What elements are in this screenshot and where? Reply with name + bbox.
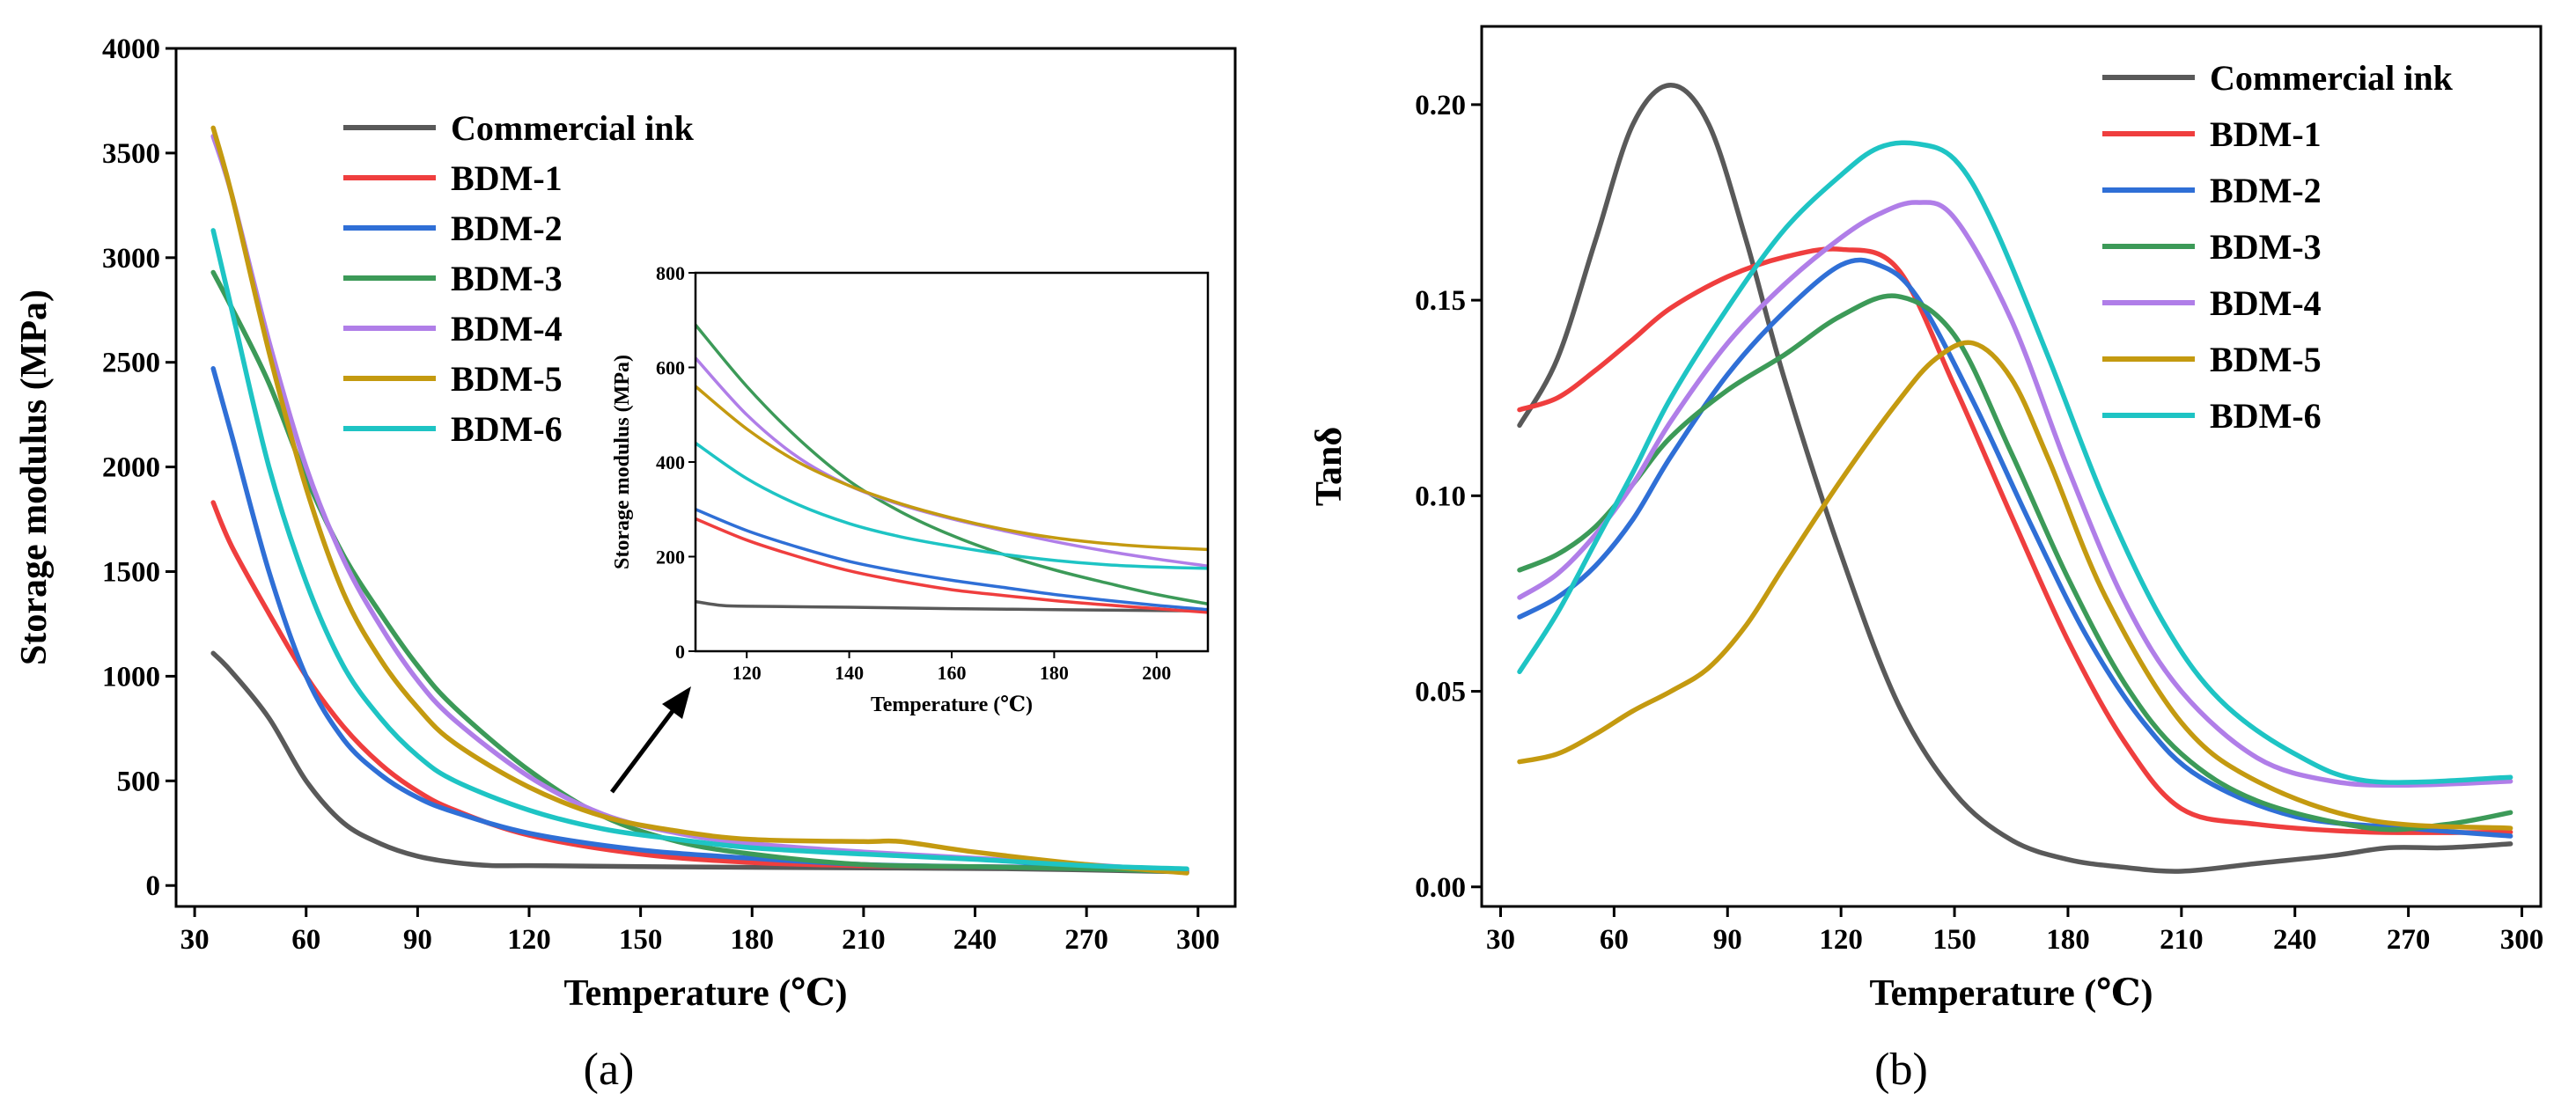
legend-label: BDM-6 — [2210, 396, 2322, 436]
x-tick-label: 60 — [291, 924, 320, 956]
x-tick-label: 240 — [2273, 924, 2317, 956]
y-tick-label: 0.10 — [1415, 480, 1466, 512]
y-tick-label: 4000 — [102, 33, 160, 65]
inset-background — [696, 273, 1208, 651]
x-axis-title: Temperature (℃) — [1869, 973, 2153, 1014]
y-tick-label: 0.05 — [1415, 677, 1466, 708]
series-line-bdm-6 — [1517, 140, 2513, 785]
x-tick-label: 180 — [2046, 924, 2090, 956]
inset-y-tick-label: 600 — [656, 357, 685, 379]
legend: Commercial ink BDM-1 BDM-2 BDM-3 BDM-4 BDM-5 B… — [343, 108, 695, 449]
series-line-bdm-1 — [1517, 246, 2513, 835]
inset-y-tick-label: 0 — [675, 641, 685, 663]
y-tick-label: 500 — [117, 766, 161, 797]
inset-y-tick-label: 800 — [656, 262, 685, 284]
series-line-bdm-4 — [1517, 200, 2513, 788]
y-tick-label: 1000 — [102, 661, 160, 693]
inset-arrow-shaft — [610, 702, 680, 794]
y-tick-label: 3000 — [102, 243, 160, 275]
inset-chart: 120 140 160 180 200 0 200 400 600 800 Temperature … — [611, 262, 1210, 716]
y-tick-label: 1500 — [102, 557, 160, 589]
x-tick-label: 300 — [2500, 924, 2544, 956]
inset-line-bdm-1 — [695, 517, 1209, 614]
series-line-bdm-3 — [1517, 293, 2513, 833]
y-tick-label: 3500 — [102, 138, 160, 170]
series-line-commercial-ink — [1517, 82, 2513, 874]
inset-y-tick-label: 400 — [656, 451, 685, 473]
y-axis-title: Storage modulus (MPa) — [14, 290, 55, 665]
x-tick-label: 270 — [1064, 924, 1108, 956]
x-tick-label: 30 — [1486, 924, 1515, 956]
y-axis: 0 500 1000 1500 2000 2500 3000 3500 4000 — [102, 33, 176, 902]
legend-label: BDM-6 — [451, 409, 563, 449]
chart-b: 30 60 90 120 150 180 210 240 270 3000.000.050.100… — [1309, 25, 2543, 1095]
inset-y-tick-label: 200 — [656, 546, 685, 569]
legend-label: BDM-4 — [2210, 283, 2322, 323]
legend-label: BDM-3 — [451, 259, 563, 298]
series-line-bdm-5 — [1517, 340, 2513, 831]
x-tick-label: 90 — [403, 924, 432, 956]
inset-arrow-head — [662, 686, 691, 719]
inset-x-tick-label: 140 — [835, 662, 864, 684]
x-tick-label: 60 — [1600, 924, 1629, 956]
series-line-bdm-5 — [210, 125, 1189, 876]
x-axis-title: Temperature (℃) — [563, 973, 847, 1014]
legend-label: BDM-1 — [451, 158, 563, 198]
y-tick-label: 0.20 — [1415, 90, 1466, 121]
x-tick-label: 90 — [1713, 924, 1742, 956]
y-tick-label: 2500 — [102, 348, 160, 379]
inset-x-axis-title: Temperature (℃) — [871, 693, 1033, 716]
chart-a: 30 60 90 120 150 180 210 240 270 3000500100015002… — [14, 33, 1237, 1095]
legend-label: BDM-2 — [451, 209, 563, 248]
inset-line-bdm-2 — [695, 508, 1209, 612]
legend-label: BDM-3 — [2210, 227, 2322, 267]
inset-x-tick-label: 180 — [1040, 662, 1069, 684]
x-tick-label: 300 — [1176, 924, 1220, 956]
inset-line-bdm-6 — [695, 442, 1209, 570]
x-tick-label: 120 — [507, 924, 551, 956]
inset-x-tick-label: 160 — [938, 662, 967, 684]
inset-y-axis-title: Storage modulus (MPa) — [611, 355, 634, 569]
x-tick-label: 210 — [2160, 924, 2204, 956]
x-tick-label: 240 — [953, 924, 997, 956]
plot-frame — [174, 47, 1237, 908]
series-lines — [210, 125, 1189, 876]
series-lines — [1517, 82, 2513, 874]
inset-line-commercial-ink — [695, 599, 1209, 613]
series-line-bdm-6 — [210, 228, 1189, 871]
inset-x-tick-label: 120 — [732, 662, 762, 684]
x-tick-label: 150 — [619, 924, 663, 956]
legend-label: Commercial ink — [2210, 58, 2454, 98]
inset-x-tick-label: 200 — [1142, 662, 1171, 684]
x-tick-label: 150 — [1932, 924, 1976, 956]
x-axis: 30 60 90 120 150 180 210 240 270 300 — [1486, 906, 2543, 956]
y-axis: 0.00 0.05 0.10 0.15 0.20 — [1415, 90, 1482, 904]
legend-label: BDM-5 — [451, 359, 563, 399]
x-tick-label: 180 — [731, 924, 775, 956]
series-line-bdm-2 — [1517, 257, 2513, 839]
x-tick-label: 30 — [180, 924, 210, 956]
y-tick-label: 2000 — [102, 452, 160, 484]
panel-caption: (b) — [1874, 1045, 1928, 1095]
y-tick-label: 0.15 — [1415, 285, 1466, 317]
legend-label: BDM-2 — [2210, 171, 2322, 210]
panel-caption: (a) — [584, 1045, 635, 1095]
legend-label: Commercial ink — [451, 108, 695, 148]
y-tick-label: 0.00 — [1415, 872, 1466, 904]
inset-line-bdm-3 — [694, 323, 1209, 606]
inset-line-bdm-5 — [694, 385, 1209, 552]
x-tick-label: 120 — [1819, 924, 1863, 956]
inset-arrow — [610, 686, 691, 794]
x-tick-label: 270 — [2387, 924, 2431, 956]
plot-frame — [1480, 25, 2543, 908]
x-axis: 30 60 90 120 150 180 210 240 270 300 — [180, 906, 1220, 956]
y-tick-label: 0 — [146, 870, 161, 902]
x-tick-label: 210 — [842, 924, 886, 956]
legend-label: BDM-5 — [2210, 340, 2322, 379]
legend-label: BDM-4 — [451, 309, 563, 348]
legend: Commercial ink BDM-1 BDM-2 BDM-3 BDM-4 BDM-5 B… — [2102, 58, 2454, 436]
y-axis-title: Tanδ — [1309, 427, 1350, 506]
legend-label: BDM-1 — [2210, 114, 2322, 154]
